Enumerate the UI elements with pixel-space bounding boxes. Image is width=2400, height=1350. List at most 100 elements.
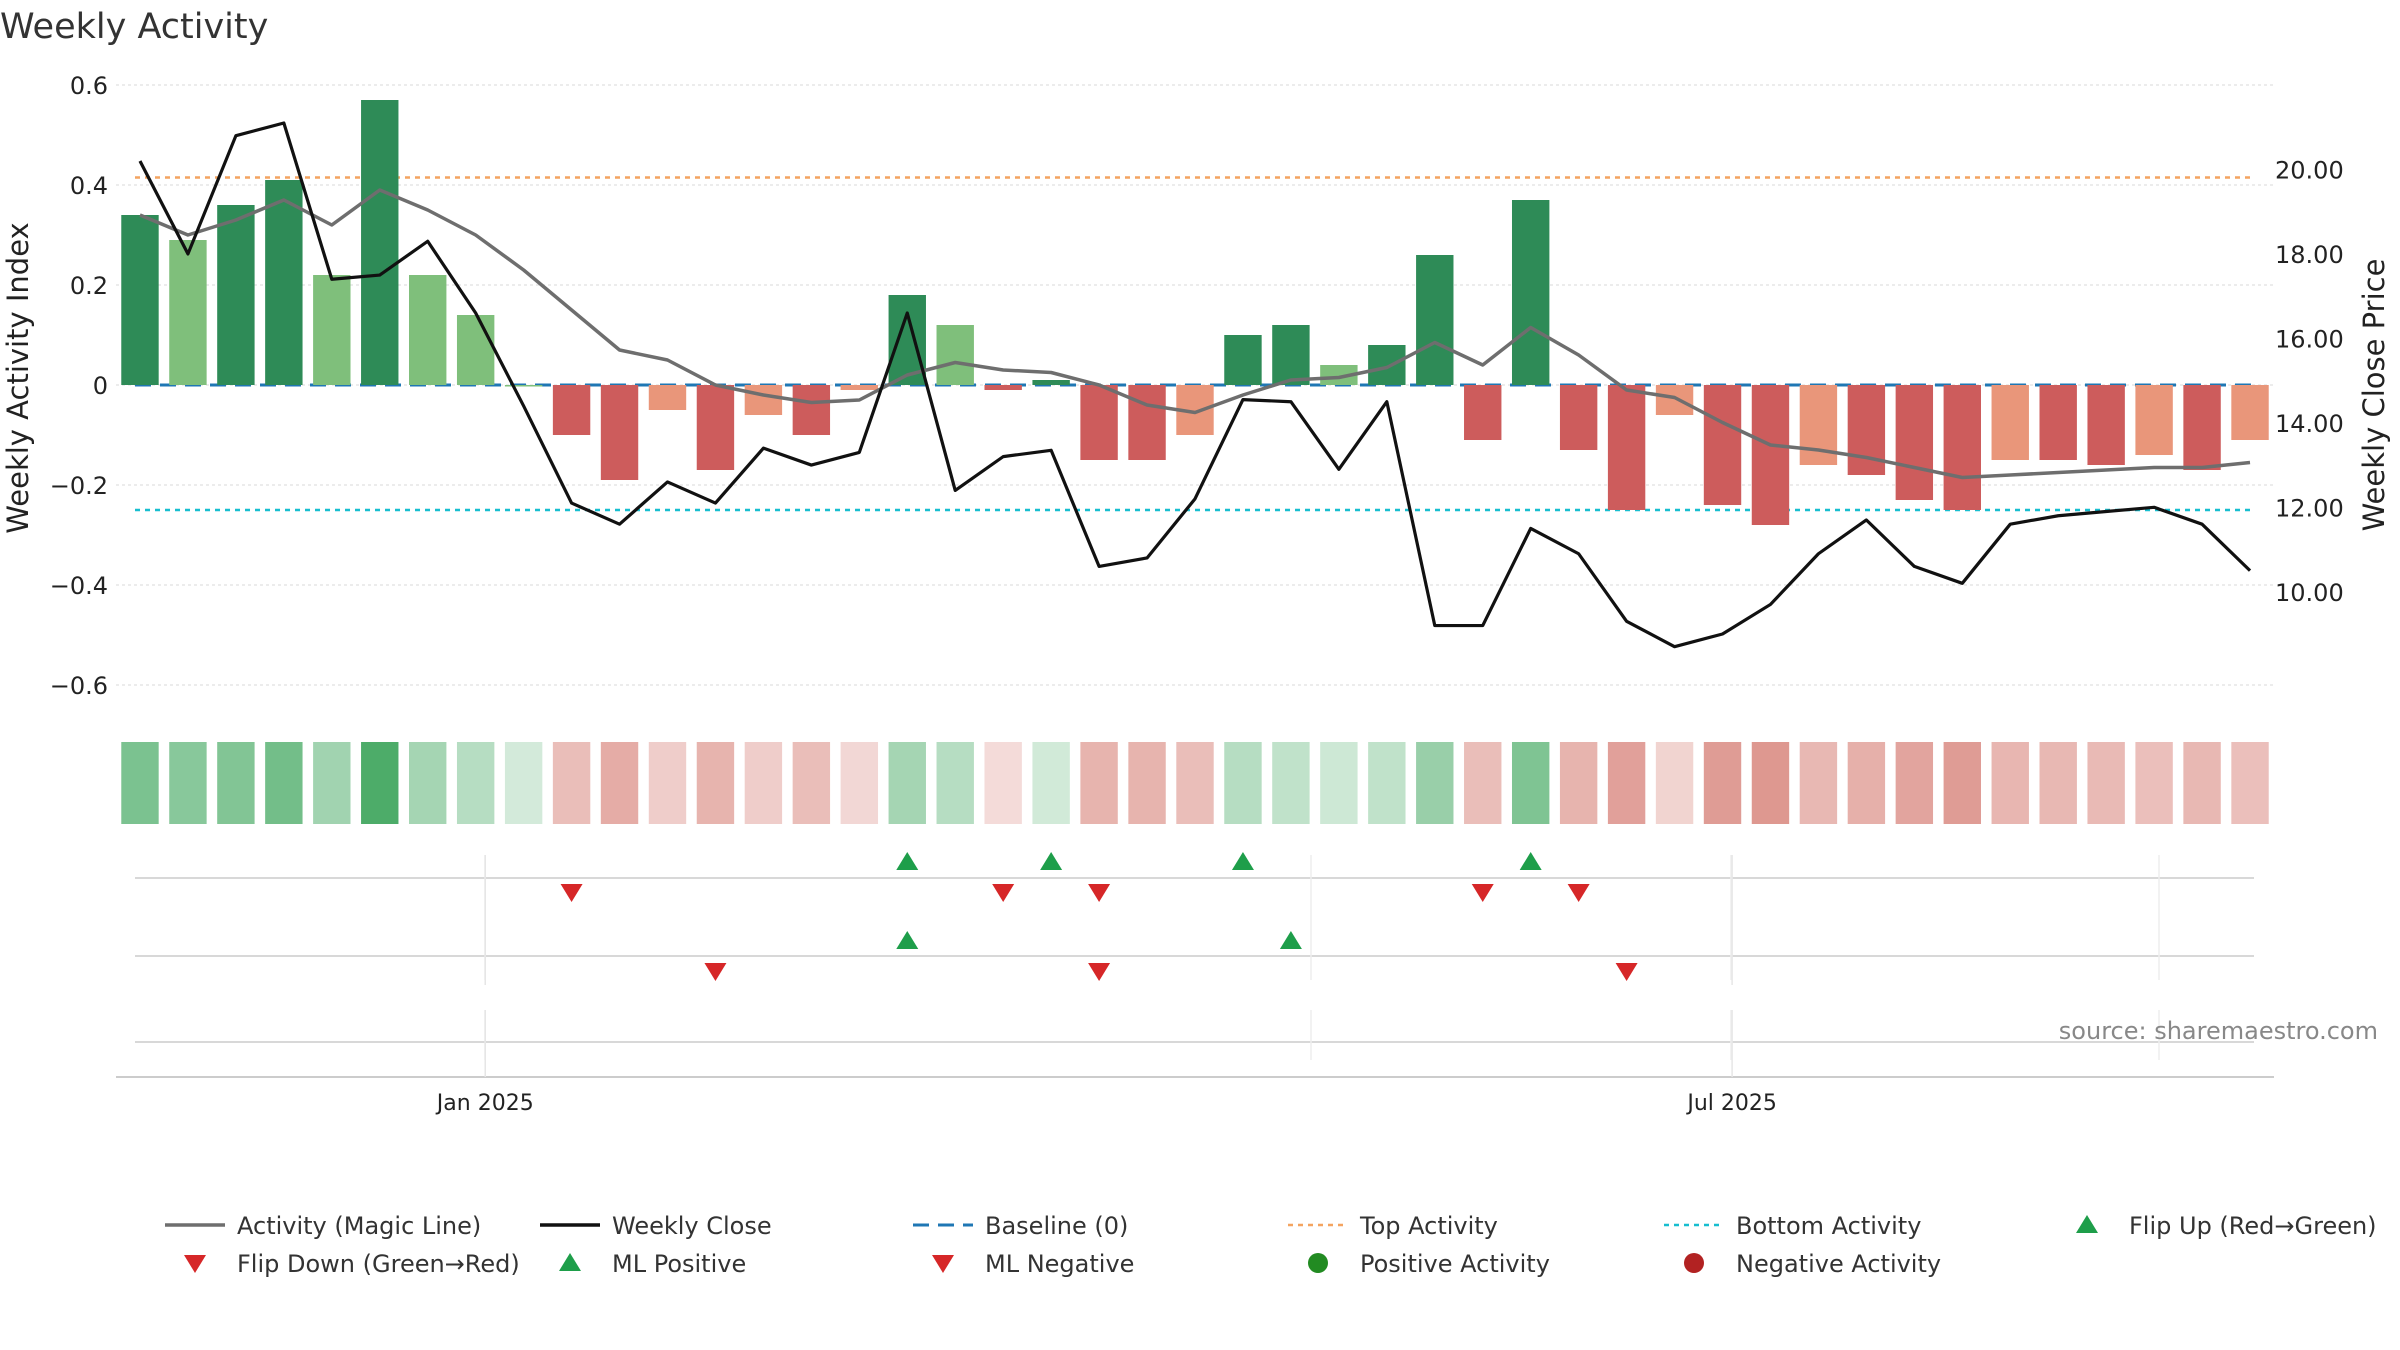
y-tick-label: −0.4: [50, 572, 108, 600]
activity-bar: [792, 385, 831, 435]
heat-strip-cell: [456, 742, 495, 824]
activity-bar: [2183, 385, 2221, 470]
legend-item: Flip Down (Green→Red): [184, 1250, 520, 1278]
activity-bar: [1080, 385, 1118, 460]
y2-tick-label: 18.00: [2275, 241, 2344, 269]
legend: Activity (Magic Line) Weekly Close Baselin…: [165, 1212, 2377, 1278]
activity-bar: [1751, 385, 1790, 525]
heat-strip-cell: [1703, 742, 1742, 824]
flip-up-marker: [1231, 852, 1254, 870]
activity-bar: [648, 385, 687, 410]
x-tick-label: Jan 2025: [435, 1091, 534, 1116]
heat-strip-cell: [792, 742, 831, 824]
heat-strip-cell: [169, 742, 207, 824]
y-axis-label: Weekly Activity Index: [1, 222, 35, 533]
y2-tick-label: 14.00: [2275, 410, 2344, 438]
y2-tick-label: 16.00: [2275, 325, 2344, 353]
activity-bar: [1272, 325, 1310, 385]
legend-item: Negative Activity: [1684, 1250, 1941, 1278]
heat-strip-cell: [1128, 742, 1166, 824]
activity-bar: [456, 315, 495, 385]
heat-strip-cell: [1176, 742, 1214, 824]
activity-bar: [1511, 200, 1550, 385]
heat-strip-cell: [888, 742, 926, 824]
activity-bar: [1368, 345, 1406, 385]
legend-item: Baseline (0): [913, 1212, 1128, 1240]
legend-label: Flip Down (Green→Red): [237, 1250, 520, 1278]
activity-bar: [1224, 335, 1262, 385]
heat-strip-cell: [1655, 742, 1694, 824]
activity-bar: [1464, 385, 1502, 440]
heat-strip-cell: [1991, 742, 2029, 824]
legend-label: Flip Up (Red→Green): [2129, 1212, 2377, 1240]
activity-bar: [409, 275, 447, 385]
heat-strip-cell: [1320, 742, 1358, 824]
activity-bar: [217, 205, 255, 385]
legend-item: Positive Activity: [1308, 1250, 1550, 1278]
series-lines: [138, 121, 2252, 649]
legend-item: ML Positive: [559, 1250, 746, 1278]
heat-strip-cell: [936, 742, 974, 824]
heat-strip-cell: [1511, 742, 1550, 824]
flip-up-marker: [896, 852, 919, 870]
heat-strip-cell: [1224, 742, 1262, 824]
heat-strip-cell: [1943, 742, 1981, 824]
ml-negative-marker: [1088, 963, 1111, 981]
source-credit: source: sharemaestro.com: [2059, 1017, 2378, 1045]
weekly-close-series: [138, 121, 2252, 649]
flip-up-marker: [1519, 852, 1542, 870]
heat-strip-cell: [552, 742, 591, 824]
heat-strip-cell: [1799, 742, 1838, 824]
heat-strip-cell: [600, 742, 639, 824]
y2-tick-label: 12.00: [2275, 494, 2344, 522]
activity-bar: [361, 100, 399, 385]
flip-down-marker: [1567, 884, 1590, 902]
activity-bar: [1559, 385, 1598, 450]
flip-down-marker: [1088, 884, 1111, 902]
activity-bar: [600, 385, 639, 480]
heat-strip-cell: [409, 742, 447, 824]
legend-symbol: [559, 1253, 581, 1271]
legend-item: Bottom Activity: [1664, 1212, 1921, 1240]
legend-symbol: [2076, 1215, 2098, 1233]
heat-strip-cell: [217, 742, 255, 824]
activity-bar: [2087, 385, 2125, 465]
activity-bar: [2231, 385, 2269, 440]
heat-strip-cell: [744, 742, 783, 824]
ml-positive-marker: [896, 931, 919, 949]
y2-tick-label: 10.00: [2275, 579, 2344, 607]
activity-heat-strip: [121, 742, 2269, 824]
heat-strip-cell: [1607, 742, 1646, 824]
activity-bar: [2039, 385, 2077, 460]
heat-strip-cell: [1080, 742, 1118, 824]
y-tick-label: 0: [93, 372, 108, 400]
activity-bar: [840, 385, 879, 390]
heat-strip-cell: [504, 742, 543, 824]
heat-strip-cell: [1368, 742, 1406, 824]
activity-bar: [744, 385, 783, 415]
legend-item: Weekly Close: [540, 1212, 772, 1240]
legend-label: Weekly Close: [612, 1212, 772, 1240]
ml-negative-marker: [704, 963, 727, 981]
legend-label: Activity (Magic Line): [237, 1212, 481, 1240]
chart-title: Weekly Activity: [0, 7, 268, 47]
activity-bar: [169, 240, 207, 385]
heat-strip-cell: [265, 742, 303, 824]
activity-bar: [984, 385, 1022, 390]
flip-down-marker: [1471, 884, 1494, 902]
legend-item: Top Activity: [1288, 1212, 1498, 1240]
activity-bar: [1991, 385, 2029, 460]
activity-bar: [1607, 385, 1646, 510]
y-tick-label: 0.6: [70, 72, 108, 100]
activity-bar: [1655, 385, 1694, 415]
activity-bar: [1703, 385, 1742, 505]
legend-symbol: [1308, 1253, 1328, 1273]
y2-tick-label: 20.00: [2275, 156, 2344, 184]
y2-axis-label: Weekly Close Price: [2357, 259, 2391, 532]
legend-item: ML Negative: [932, 1250, 1134, 1278]
heat-strip-cell: [984, 742, 1022, 824]
heat-strip-cell: [313, 742, 351, 824]
legend-symbol: [1684, 1253, 1704, 1273]
